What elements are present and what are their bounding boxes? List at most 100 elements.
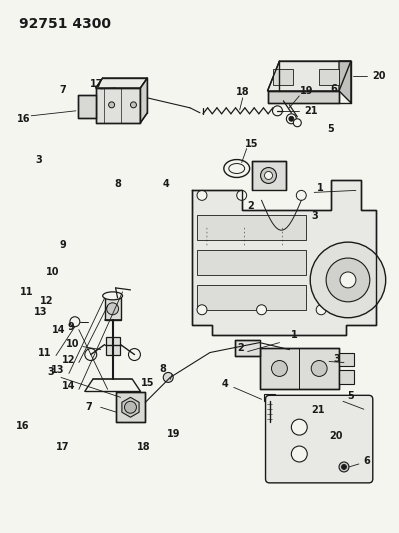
Text: 1: 1 bbox=[291, 330, 298, 341]
Bar bbox=[105, 298, 120, 320]
Text: 3: 3 bbox=[47, 367, 54, 377]
Polygon shape bbox=[96, 88, 140, 123]
Circle shape bbox=[291, 419, 307, 435]
Text: 19: 19 bbox=[300, 86, 313, 96]
Bar bbox=[339, 370, 354, 384]
Polygon shape bbox=[78, 95, 96, 118]
Circle shape bbox=[296, 190, 306, 200]
Polygon shape bbox=[116, 392, 145, 422]
Text: 17: 17 bbox=[56, 442, 69, 452]
Text: 2: 2 bbox=[248, 200, 255, 211]
Text: 7: 7 bbox=[59, 85, 66, 95]
Text: 14: 14 bbox=[52, 325, 65, 335]
Text: 6: 6 bbox=[331, 84, 338, 94]
Text: 11: 11 bbox=[20, 287, 34, 297]
Text: 6: 6 bbox=[363, 456, 370, 466]
Circle shape bbox=[265, 172, 273, 180]
Circle shape bbox=[109, 102, 115, 108]
Text: 9: 9 bbox=[67, 322, 74, 332]
Bar bbox=[106, 337, 120, 354]
Polygon shape bbox=[235, 340, 260, 356]
Bar bbox=[252, 160, 286, 190]
Text: 14: 14 bbox=[62, 382, 76, 391]
Circle shape bbox=[197, 190, 207, 200]
Circle shape bbox=[107, 303, 119, 315]
Circle shape bbox=[293, 119, 301, 127]
FancyBboxPatch shape bbox=[266, 395, 373, 483]
Text: 5: 5 bbox=[327, 124, 334, 134]
Text: 10: 10 bbox=[46, 267, 59, 277]
Circle shape bbox=[70, 317, 80, 327]
Circle shape bbox=[316, 305, 326, 315]
Text: 18: 18 bbox=[137, 442, 151, 452]
Circle shape bbox=[326, 258, 370, 302]
Circle shape bbox=[311, 360, 327, 376]
Text: 12: 12 bbox=[62, 354, 76, 365]
Text: 9: 9 bbox=[59, 240, 66, 251]
Text: 16: 16 bbox=[16, 421, 30, 431]
Circle shape bbox=[291, 446, 307, 462]
Text: 4: 4 bbox=[221, 379, 228, 390]
Text: 3: 3 bbox=[311, 211, 318, 221]
Polygon shape bbox=[267, 91, 339, 103]
Text: 20: 20 bbox=[330, 431, 343, 441]
Circle shape bbox=[289, 116, 294, 122]
Text: 11: 11 bbox=[38, 348, 52, 358]
Text: 3: 3 bbox=[36, 156, 42, 165]
Bar bbox=[197, 250, 306, 275]
Bar bbox=[339, 352, 354, 367]
Polygon shape bbox=[267, 61, 351, 91]
Polygon shape bbox=[96, 78, 147, 88]
Text: 8: 8 bbox=[115, 179, 122, 189]
Polygon shape bbox=[122, 397, 139, 417]
Polygon shape bbox=[339, 61, 351, 103]
Text: 19: 19 bbox=[167, 429, 180, 439]
Bar bbox=[197, 215, 306, 240]
Text: 18: 18 bbox=[236, 87, 249, 97]
Circle shape bbox=[271, 360, 287, 376]
Text: 10: 10 bbox=[66, 338, 80, 349]
Text: 16: 16 bbox=[16, 114, 30, 124]
Ellipse shape bbox=[229, 164, 245, 173]
Bar bbox=[264, 394, 275, 401]
Circle shape bbox=[128, 349, 140, 360]
Text: 1: 1 bbox=[317, 183, 324, 193]
Ellipse shape bbox=[103, 292, 122, 300]
Circle shape bbox=[342, 464, 346, 470]
Text: 20: 20 bbox=[372, 71, 385, 81]
Text: 21: 21 bbox=[312, 405, 325, 415]
Circle shape bbox=[286, 114, 296, 124]
Text: 4: 4 bbox=[162, 179, 169, 189]
Circle shape bbox=[310, 242, 386, 318]
Circle shape bbox=[85, 349, 97, 360]
Circle shape bbox=[257, 305, 267, 315]
Text: 2: 2 bbox=[237, 343, 244, 352]
Circle shape bbox=[273, 106, 282, 116]
Circle shape bbox=[261, 167, 277, 183]
Text: 7: 7 bbox=[85, 402, 92, 412]
Circle shape bbox=[197, 305, 207, 315]
Text: 8: 8 bbox=[160, 365, 167, 375]
Ellipse shape bbox=[224, 159, 250, 177]
Circle shape bbox=[340, 272, 356, 288]
Text: 5: 5 bbox=[348, 391, 354, 401]
Text: 13: 13 bbox=[34, 306, 48, 317]
Text: 13: 13 bbox=[51, 366, 65, 375]
Circle shape bbox=[339, 462, 349, 472]
Text: 17: 17 bbox=[90, 79, 103, 89]
Circle shape bbox=[237, 190, 247, 200]
Text: 15: 15 bbox=[141, 378, 155, 388]
Text: 21: 21 bbox=[304, 106, 318, 116]
Polygon shape bbox=[140, 78, 147, 123]
Text: 12: 12 bbox=[40, 296, 54, 306]
Text: 15: 15 bbox=[245, 139, 259, 149]
Circle shape bbox=[124, 401, 136, 413]
Circle shape bbox=[130, 102, 136, 108]
Text: 92751 4300: 92751 4300 bbox=[19, 17, 111, 31]
Bar bbox=[273, 69, 293, 85]
Bar bbox=[197, 285, 306, 310]
Polygon shape bbox=[260, 348, 339, 389]
Bar bbox=[319, 69, 339, 85]
Text: 3: 3 bbox=[334, 353, 340, 364]
Circle shape bbox=[163, 373, 173, 382]
